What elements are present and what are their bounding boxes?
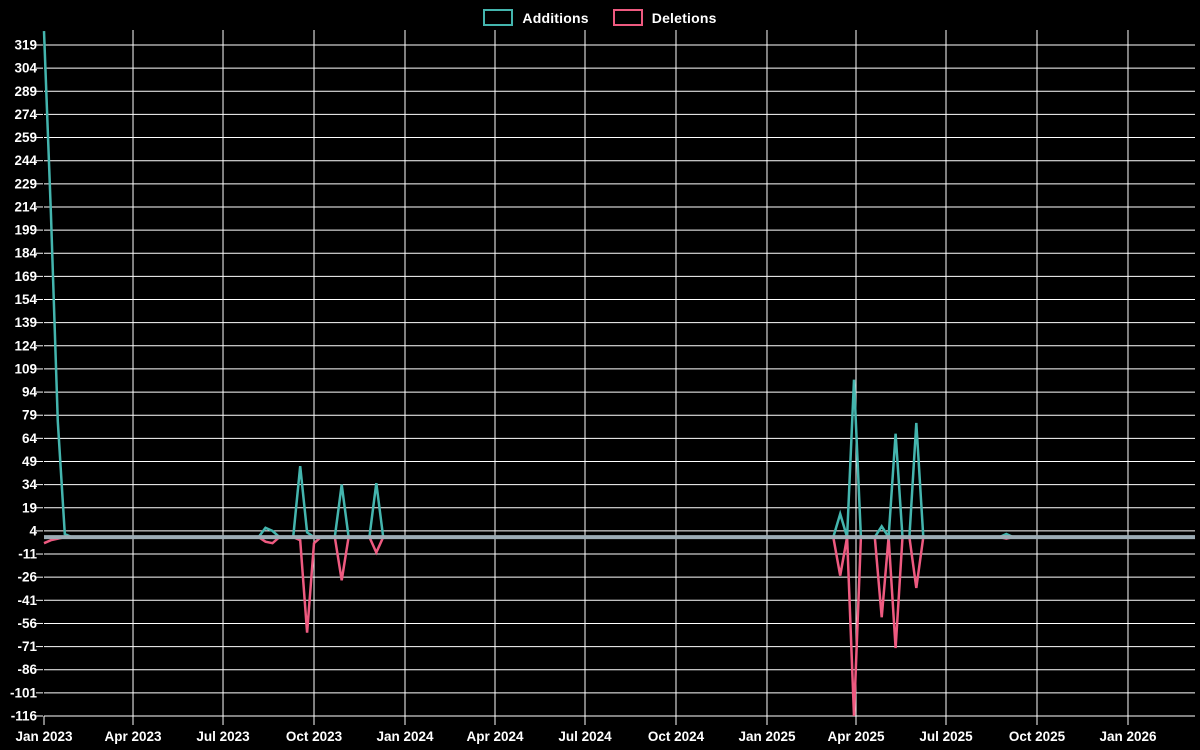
y-tick-label: 199 <box>14 223 37 238</box>
y-gridlines <box>36 44 1195 717</box>
x-tick-label: Apr 2025 <box>827 729 885 744</box>
additions-swatch-icon <box>483 9 514 26</box>
y-tick-label: 4 <box>29 523 37 538</box>
x-tick-label: Oct 2024 <box>648 729 705 744</box>
x-tick-labels: Jan 2023 Apr 2023 Jul 2023 Oct 2023 Jan 2024… <box>15 729 1157 744</box>
y-tick-label: 64 <box>22 431 38 446</box>
y-tick-label: 184 <box>14 246 37 261</box>
x-tick-label: Oct 2025 <box>1009 729 1066 744</box>
chart-legend: Additions Deletions <box>0 9 1200 26</box>
y-tick-label: 259 <box>14 130 37 145</box>
x-tick-label: Jul 2024 <box>558 729 612 744</box>
deletions-swatch-icon <box>612 9 643 26</box>
y-tick-label: 109 <box>14 361 37 376</box>
y-tick-label: 19 <box>22 500 37 515</box>
y-tick-label: -11 <box>18 547 37 562</box>
deletions-line <box>43 535 1194 717</box>
deletions-legend-label: Deletions <box>651 9 717 26</box>
additions-legend-label: Additions <box>522 9 589 26</box>
y-tick-label: -86 <box>17 662 37 677</box>
y-tick-label: 79 <box>22 408 37 423</box>
y-tick-label: 214 <box>14 199 37 214</box>
x-gridlines <box>43 30 1129 725</box>
y-tick-label: -71 <box>17 639 37 654</box>
x-tick-label: Jul 2023 <box>196 729 250 744</box>
y-tick-label: -116 <box>11 709 38 724</box>
y-tick-label: 244 <box>14 153 37 168</box>
y-tick-label: 94 <box>22 385 38 400</box>
y-tick-label: 319 <box>14 38 37 53</box>
y-tick-label: 139 <box>14 315 37 330</box>
y-tick-label: -26 <box>17 570 37 585</box>
y-tick-label: 229 <box>14 176 37 191</box>
x-tick-label: Jan 2024 <box>376 729 434 744</box>
y-tick-label: -101 <box>10 685 38 700</box>
y-tick-label: 124 <box>14 338 37 353</box>
x-tick-label: Jan 2025 <box>738 729 796 744</box>
x-tick-label: Apr 2024 <box>466 729 524 744</box>
y-tick-label: 34 <box>22 477 38 492</box>
y-tick-label: 169 <box>14 269 37 284</box>
legend-item-additions[interactable]: Additions <box>483 9 589 26</box>
y-tick-label: 289 <box>14 84 37 99</box>
y-tick-label: -56 <box>17 616 37 631</box>
x-tick-label: Jan 2026 <box>1099 729 1157 744</box>
y-tick-label: 304 <box>14 61 37 76</box>
y-tick-label: -41 <box>17 593 37 608</box>
y-tick-labels: 319 304 289 274 259 244 229 214 199 184 169 154 139 1… <box>10 38 38 724</box>
x-tick-label: Jul 2025 <box>919 729 973 744</box>
y-tick-label: 49 <box>22 454 37 469</box>
y-tick-label: 154 <box>14 292 37 307</box>
legend-item-deletions[interactable]: Deletions <box>612 9 717 26</box>
x-tick-label: Apr 2023 <box>104 729 162 744</box>
y-tick-label: 274 <box>14 107 37 122</box>
x-tick-label: Jan 2023 <box>15 729 73 744</box>
x-tick-label: Oct 2023 <box>286 729 343 744</box>
